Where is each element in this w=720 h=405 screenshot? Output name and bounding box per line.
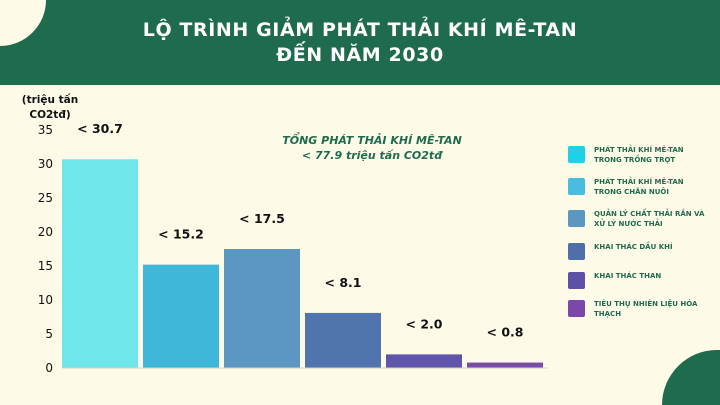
y-tick-label: 20 [38,225,53,239]
legend-swatch [568,272,585,289]
y-tick-label: 25 [38,191,53,205]
bar [62,159,138,368]
legend-swatch [568,243,585,260]
total-annotation-line-1: TỔNG PHÁT THẢI KHÍ MÊ-TAN [282,134,462,147]
bar-data-label: < 15.2 [158,227,204,242]
legend-item: KHAI THÁC THAN [568,269,718,291]
bar-data-label: < 30.7 [77,121,123,136]
legend-label: KHAI THÁC DẦU KHÍ [594,243,673,251]
y-axis-label-line-2: CO2tđ) [29,109,71,121]
legend-label: PHÁT THẢI KHÍ MÊ-TAN TRONG TRỒNG TRỌT [594,146,684,164]
legend-item: KHAI THÁC DẦU KHÍ [568,240,718,262]
bar-data-label: < 8.1 [325,275,362,290]
legend-item: QUẢN LÝ CHẤT THẢI RẮN VÀ XỬ LÝ NƯỚC THẢI [568,207,718,229]
legend-label: KHAI THÁC THAN [594,272,662,280]
y-tick-label: 35 [38,123,53,137]
y-axis-label: (triệu tấn CO2tđ) [10,93,90,123]
legend-label: QUẢN LÝ CHẤT THẢI RẮN VÀ XỬ LÝ NƯỚC THẢI [594,210,705,228]
y-tick-label: 5 [45,327,53,341]
legend-swatch [568,146,585,163]
bar [143,264,219,368]
legend-label: TIÊU THỤ NHIÊN LIỆU HÓA THẠCH [594,300,698,318]
y-axis-label-line-1: (triệu tấn [21,94,79,106]
y-tick-label: 15 [38,259,53,273]
legend-label: PHÁT THẢI KHÍ MÊ-TAN TRONG CHĂN NUÔI [594,178,684,196]
legend-swatch [568,210,585,227]
bar [386,354,462,368]
legend-swatch [568,178,585,195]
y-tick-label: 0 [45,361,53,375]
title-line-2: ĐẾN NĂM 2030 [276,44,444,66]
total-annotation-line-2: < 77.9 triệu tấn CO2tđ [301,149,443,162]
total-annotation: TỔNG PHÁT THẢI KHÍ MÊ-TAN < 77.9 triệu t… [262,133,482,163]
title-banner: LỘ TRÌNH GIẢM PHÁT THẢI KHÍ MÊ-TAN ĐẾN N… [0,0,720,85]
legend-item: PHÁT THẢI KHÍ MÊ-TAN TRONG TRỒNG TRỌT [568,143,718,165]
bar-data-label: < 0.8 [487,325,524,340]
bar [224,249,300,368]
bar-data-label: < 17.5 [239,211,285,226]
legend-swatch [568,300,585,317]
y-tick-label: 30 [38,157,53,171]
bar-data-label: < 2.0 [406,316,443,331]
y-tick-label: 10 [38,293,53,307]
page-title: LỘ TRÌNH GIẢM PHÁT THẢI KHÍ MÊ-TAN ĐẾN N… [0,18,720,68]
bar [467,362,543,368]
bar [305,312,381,368]
title-line-1: LỘ TRÌNH GIẢM PHÁT THẢI KHÍ MÊ-TAN [142,19,578,41]
legend-item: PHÁT THẢI KHÍ MÊ-TAN TRONG CHĂN NUÔI [568,175,718,197]
legend-item: TIÊU THỤ NHIÊN LIỆU HÓA THẠCH [568,297,718,319]
